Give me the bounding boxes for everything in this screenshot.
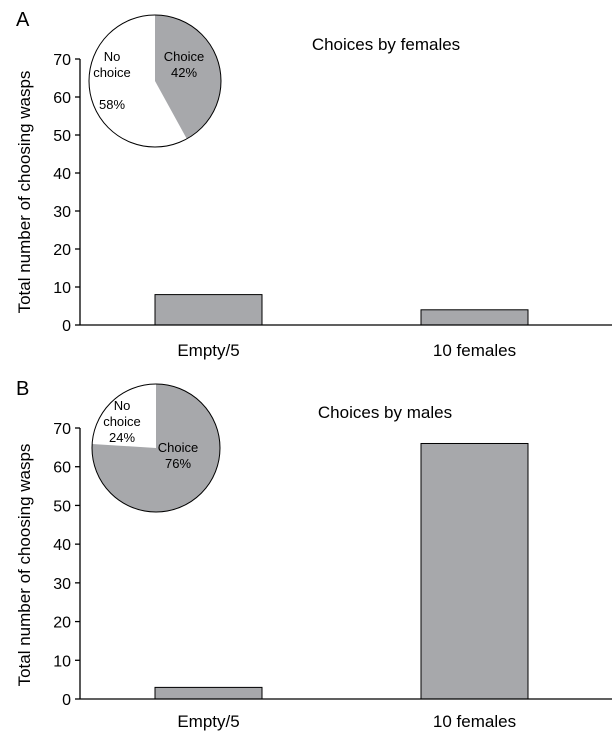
panel-letter: A [16, 9, 30, 31]
y-tick-label: 10 [53, 280, 71, 297]
bar-1 [420, 442, 529, 700]
y-tick-label: 50 [53, 498, 71, 515]
y-axis-label: Total number of choosing wasps [15, 444, 34, 687]
pie-value-no-choice: 58% [99, 97, 125, 112]
pie-outline [91, 383, 221, 513]
y-tick-label: 30 [53, 204, 71, 221]
y-tick-label: 40 [53, 537, 71, 554]
category-label-0: Empty/5 [177, 712, 239, 731]
pie-outline [88, 14, 222, 148]
pie-label-no-choice: No choice [93, 49, 131, 80]
pie-slice-choice [92, 383, 221, 512]
chart-title: Choices by females [312, 35, 460, 54]
y-tick-label: 10 [53, 653, 71, 670]
category-label-1: 10 females [433, 712, 516, 731]
category-label-1: 10 females [433, 341, 516, 360]
pie-label-no-choice: No choice [103, 398, 141, 429]
chart-title: Choices by males [318, 403, 452, 422]
y-tick-label: 30 [53, 576, 71, 593]
pie-label-choice: Choice [164, 49, 204, 64]
y-tick-label: 0 [62, 692, 71, 709]
y-tick-label: 40 [53, 166, 71, 183]
pie-value-choice: 42% [171, 65, 197, 80]
bar-1 [420, 309, 529, 326]
bar-0 [154, 294, 263, 326]
y-axis-label: Total number of choosing wasps [15, 71, 34, 314]
y-tick-label: 0 [62, 318, 71, 335]
y-tick-label: 70 [53, 52, 71, 69]
bar-0 [154, 686, 263, 700]
y-tick-label: 50 [53, 128, 71, 145]
panel-b: B Choices by males Total number of choosin… [15, 378, 612, 731]
panel-letter: B [16, 378, 29, 400]
pie-slice-choice [155, 14, 222, 139]
y-tick-label: 20 [53, 242, 71, 259]
panel-a: A Choices by females Total number of choos… [15, 9, 612, 360]
y-tick-label: 70 [53, 421, 71, 438]
category-label-0: Empty/5 [177, 341, 239, 360]
y-tick-label: 20 [53, 615, 71, 632]
y-tick-label: 60 [53, 90, 71, 107]
pie-label-choice: Choice [158, 440, 198, 455]
pie-value-no-choice: 24% [109, 430, 135, 445]
pie-value-choice: 76% [165, 456, 191, 471]
y-tick-label: 60 [53, 460, 71, 477]
